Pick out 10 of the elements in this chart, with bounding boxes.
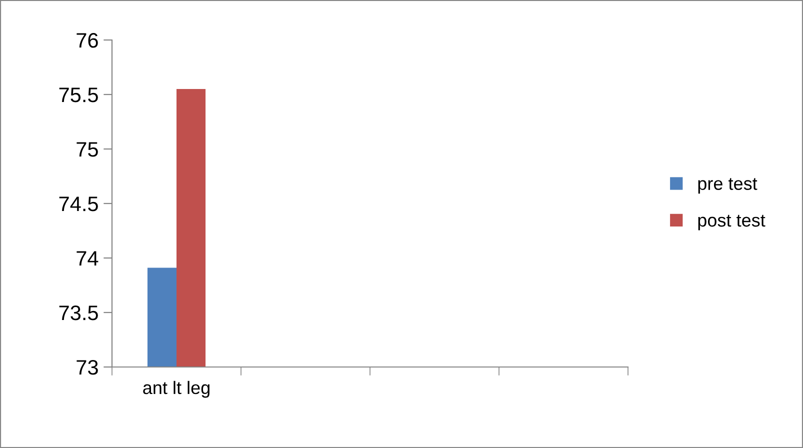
y-tick-label: 74.5 — [59, 196, 98, 212]
y-tick-label: 76 — [76, 33, 98, 48]
y-tick-label: 75.5 — [59, 88, 98, 102]
legend-label: pre test — [698, 178, 758, 194]
y-tick-label: 74 — [76, 251, 98, 266]
y-tick-label: 73.5 — [59, 306, 98, 320]
y-tick-label: 75 — [76, 142, 98, 157]
x-tick-label: ant lt leg — [143, 380, 210, 398]
legend-label: post test — [698, 214, 766, 230]
y-tick-label: 73 — [76, 360, 98, 375]
